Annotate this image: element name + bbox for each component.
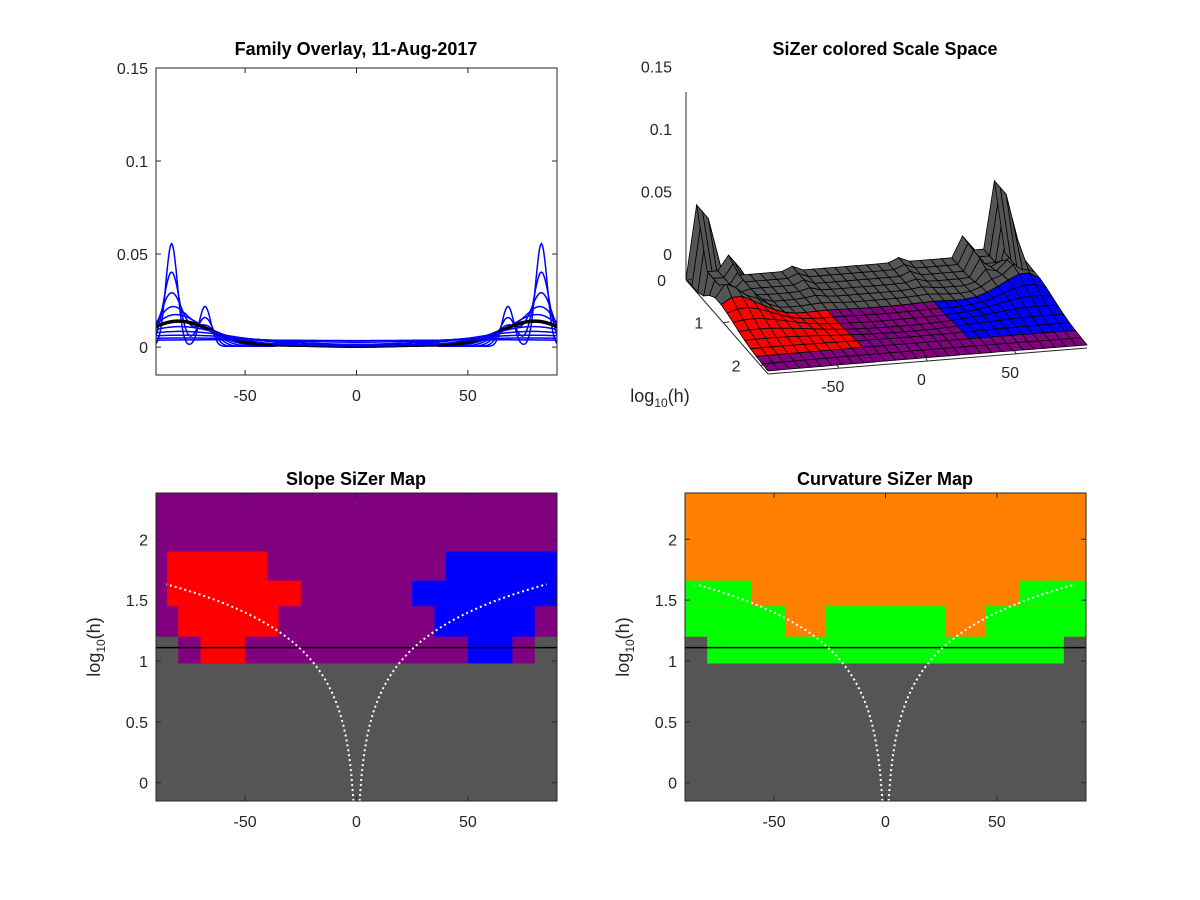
window-width-curve (166, 583, 355, 801)
scale-space-ylabel: log10(h) (630, 386, 689, 410)
z-tick-label: 0 (663, 247, 672, 264)
y-tick-label: 0 (668, 776, 677, 793)
y-tick-label: 0.05 (117, 247, 148, 264)
scale-space-ylabel-base: log (630, 386, 654, 406)
map-region (685, 580, 752, 607)
x-tick-mark (835, 362, 840, 369)
map-region (825, 606, 946, 637)
x-tick-label: -50 (821, 379, 844, 396)
map-region (685, 663, 1086, 801)
map-region (467, 636, 513, 664)
z-tick-label: 0.15 (641, 60, 672, 77)
map-region (167, 580, 301, 607)
scale-space-ylabel-tail: (h) (668, 386, 690, 406)
x-tick-label: 0 (352, 814, 361, 831)
y-tick-mark (723, 321, 730, 324)
slope-sizer-ylabel-tail: (h) (84, 617, 104, 639)
y-tick-label: 0.15 (117, 61, 148, 78)
curvature-sizer-map (685, 493, 1086, 801)
y-tick-label: 0.5 (655, 715, 677, 732)
scale-space-y-axis (685, 279, 769, 375)
y-tick-mark (685, 278, 693, 281)
family-curve (156, 334, 557, 346)
y-tick-label: 0 (657, 273, 666, 290)
x-tick-label: -50 (234, 388, 257, 405)
family-overlay-plot-area (156, 68, 557, 375)
map-region (434, 606, 535, 637)
slope-sizer-panel: Slope SiZer Map -50 0 50 0 0.5 1 1.5 2 log10(h) (84, 469, 558, 831)
y-tick-label: 1 (694, 316, 703, 333)
map-region (178, 606, 279, 637)
map-region (412, 580, 557, 607)
map-region (200, 636, 246, 664)
surface-cell (993, 179, 1012, 261)
curvature-sizer-title: Curvature SiZer Map (797, 469, 973, 489)
x-tick-label: -50 (763, 814, 786, 831)
window-width-curve (887, 583, 1076, 801)
y-tick-label: 2 (139, 532, 148, 549)
family-curve (156, 337, 557, 343)
x-tick-label: -50 (234, 814, 257, 831)
x-tick-label: 0 (352, 388, 361, 405)
window-width-curve (358, 583, 547, 801)
map-region (985, 606, 1086, 637)
z-tick-label: 0.1 (650, 122, 672, 139)
family-overlay-panel: Family Overlay, 11-Aug-2017 -50 0 50 0 0.05 0… (117, 39, 558, 405)
y-tick-label: 1.5 (655, 593, 677, 610)
x-tick-label: 50 (988, 814, 1006, 831)
x-tick-mark (924, 355, 928, 362)
family-overlay-ticks: -50 0 50 0 0.05 0.1 0.15 (117, 61, 557, 405)
scale-space-ticks: 0 0.05 0.1 0.15 0 1 2 -50 0 50 (641, 60, 1019, 397)
curvature-sizer-ylabel: log10(h) (613, 617, 637, 676)
slope-sizer-map (156, 493, 557, 801)
z-tick-label: 0.05 (641, 185, 672, 202)
x-tick-label: 50 (459, 814, 477, 831)
window-width-curve (695, 583, 884, 801)
family-overlay-title: Family Overlay, 11-Aug-2017 (235, 39, 478, 59)
y-tick-label: 0.5 (126, 715, 148, 732)
y-tick-label: 0 (139, 340, 148, 357)
map-region (707, 636, 1064, 664)
y-tick-mark (760, 363, 767, 366)
y-tick-label: 1 (139, 654, 148, 671)
x-tick-mark (1012, 348, 1017, 355)
x-tick-label: 50 (1001, 365, 1019, 382)
map-region (156, 636, 179, 664)
family-overlay-curves (156, 242, 557, 348)
y-tick-label: 0.1 (126, 154, 148, 171)
slope-sizer-ylabel-sub: 10 (94, 639, 108, 653)
y-tick-label: 0 (139, 776, 148, 793)
curvature-sizer-ylabel-tail: (h) (613, 617, 633, 639)
scale-space-panel: SiZer colored Scale Space 0 0.05 0.1 0.15 0 1… (630, 39, 1088, 410)
y-tick-label: 2 (732, 358, 741, 375)
curvature-sizer-ylabel-base: log (613, 653, 633, 677)
map-region (1063, 636, 1086, 664)
curvature-sizer-panel: Curvature SiZer Map -50 0 50 0 0.5 1 1.5 2 log1… (613, 469, 1087, 831)
scale-space-surface (685, 179, 1088, 372)
slope-sizer-ylabel: log10(h) (84, 617, 108, 676)
y-tick-label: 1.5 (126, 593, 148, 610)
x-tick-label: 0 (881, 814, 890, 831)
map-region (685, 606, 786, 637)
map-region (156, 663, 557, 801)
scale-space-ylabel-sub: 10 (654, 396, 668, 410)
slope-sizer-title: Slope SiZer Map (286, 469, 426, 489)
map-region (534, 636, 557, 664)
x-tick-label: 50 (459, 388, 477, 405)
x-tick-label: 0 (917, 372, 926, 389)
y-tick-label: 1 (668, 654, 677, 671)
map-region (1019, 580, 1086, 607)
curvature-sizer-ylabel-sub: 10 (623, 639, 637, 653)
map-region (167, 551, 268, 581)
scale-space-title: SiZer colored Scale Space (772, 39, 997, 59)
family-curve (156, 330, 557, 347)
y-tick-label: 2 (668, 532, 677, 549)
map-region (685, 636, 708, 664)
slope-sizer-ticks: -50 0 50 0 0.5 1 1.5 2 (126, 493, 557, 831)
curvature-sizer-ticks: -50 0 50 0 0.5 1 1.5 2 (655, 493, 1086, 831)
family-curve (156, 339, 557, 342)
slope-sizer-ylabel-base: log (84, 653, 104, 677)
map-region (445, 551, 557, 581)
